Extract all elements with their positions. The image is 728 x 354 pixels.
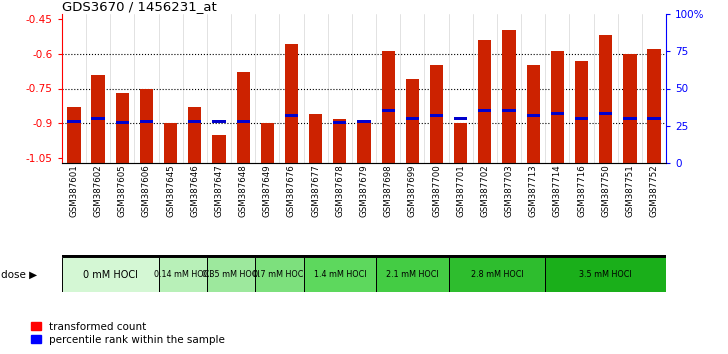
- Bar: [647, 117, 661, 120]
- Text: GSM387606: GSM387606: [142, 165, 151, 217]
- Bar: [381, 51, 395, 163]
- Bar: [357, 120, 371, 123]
- Bar: [116, 93, 129, 163]
- Bar: [376, 257, 448, 292]
- Text: dose ▶: dose ▶: [1, 270, 38, 280]
- Text: GSM387752: GSM387752: [649, 165, 659, 217]
- Bar: [526, 65, 540, 163]
- Bar: [92, 117, 105, 120]
- Bar: [647, 49, 661, 163]
- Text: GSM387678: GSM387678: [336, 165, 344, 217]
- Bar: [207, 257, 256, 292]
- Text: GSM387699: GSM387699: [408, 165, 417, 217]
- Text: GSM387646: GSM387646: [190, 165, 199, 217]
- Text: 0.35 mM HOCl: 0.35 mM HOCl: [202, 270, 260, 279]
- Bar: [478, 40, 491, 163]
- Bar: [140, 120, 153, 123]
- Text: GSM387605: GSM387605: [118, 165, 127, 217]
- Bar: [309, 114, 323, 163]
- Bar: [550, 112, 564, 115]
- Bar: [188, 107, 202, 163]
- Text: 0.7 mM HOCl: 0.7 mM HOCl: [253, 270, 306, 279]
- Text: GSM387700: GSM387700: [432, 165, 441, 217]
- Bar: [159, 257, 207, 292]
- Bar: [237, 72, 250, 163]
- Bar: [357, 123, 371, 163]
- Text: GSM387698: GSM387698: [384, 165, 392, 217]
- Text: GSM387701: GSM387701: [456, 165, 465, 217]
- Text: GSM387714: GSM387714: [553, 165, 562, 217]
- Bar: [454, 117, 467, 120]
- Bar: [140, 88, 153, 163]
- Bar: [405, 117, 419, 120]
- Bar: [545, 257, 666, 292]
- Text: 3.5 mM HOCl: 3.5 mM HOCl: [579, 270, 632, 279]
- Text: GSM387751: GSM387751: [625, 165, 634, 217]
- Text: GDS3670 / 1456231_at: GDS3670 / 1456231_at: [62, 0, 217, 13]
- Bar: [550, 51, 564, 163]
- Bar: [304, 257, 376, 292]
- Bar: [502, 109, 515, 112]
- Bar: [285, 44, 298, 163]
- Legend: transformed count, percentile rank within the sample: transformed count, percentile rank withi…: [27, 317, 229, 349]
- Bar: [448, 257, 545, 292]
- Bar: [381, 109, 395, 112]
- Text: GSM387677: GSM387677: [311, 165, 320, 217]
- Text: GSM387602: GSM387602: [94, 165, 103, 217]
- Bar: [67, 120, 81, 123]
- Bar: [405, 79, 419, 163]
- Text: GSM387601: GSM387601: [69, 165, 79, 217]
- Bar: [164, 123, 178, 163]
- Bar: [599, 35, 612, 163]
- Bar: [333, 119, 347, 163]
- Bar: [62, 257, 159, 292]
- Text: 1.4 mM HOCl: 1.4 mM HOCl: [314, 270, 366, 279]
- Text: GSM387703: GSM387703: [505, 165, 513, 217]
- Bar: [256, 257, 304, 292]
- Bar: [237, 120, 250, 123]
- Text: GSM387676: GSM387676: [287, 165, 296, 217]
- Bar: [623, 117, 636, 120]
- Bar: [213, 120, 226, 123]
- Bar: [478, 109, 491, 112]
- Bar: [575, 61, 588, 163]
- Bar: [526, 114, 540, 117]
- Text: GSM387679: GSM387679: [360, 165, 368, 217]
- Bar: [454, 123, 467, 163]
- Bar: [599, 112, 612, 115]
- Bar: [430, 65, 443, 163]
- Text: 0.14 mM HOCl: 0.14 mM HOCl: [154, 270, 211, 279]
- Text: GSM387713: GSM387713: [529, 165, 538, 217]
- Bar: [116, 121, 129, 124]
- Bar: [261, 123, 274, 163]
- Text: GSM387702: GSM387702: [480, 165, 489, 217]
- Bar: [67, 107, 81, 163]
- Text: GSM387716: GSM387716: [577, 165, 586, 217]
- Bar: [285, 114, 298, 117]
- Bar: [623, 54, 636, 163]
- Bar: [502, 30, 515, 163]
- Text: 0 mM HOCl: 0 mM HOCl: [83, 270, 138, 280]
- Bar: [92, 75, 105, 163]
- Text: GSM387750: GSM387750: [601, 165, 610, 217]
- Bar: [430, 114, 443, 117]
- Bar: [188, 120, 202, 123]
- Text: GSM387645: GSM387645: [166, 165, 175, 217]
- Text: GSM387647: GSM387647: [215, 165, 223, 217]
- Bar: [213, 135, 226, 163]
- Text: 2.8 mM HOCl: 2.8 mM HOCl: [470, 270, 523, 279]
- Bar: [333, 121, 347, 124]
- Text: GSM387648: GSM387648: [239, 165, 248, 217]
- Bar: [575, 117, 588, 120]
- Text: GSM387649: GSM387649: [263, 165, 272, 217]
- Text: 2.1 mM HOCl: 2.1 mM HOCl: [386, 270, 439, 279]
